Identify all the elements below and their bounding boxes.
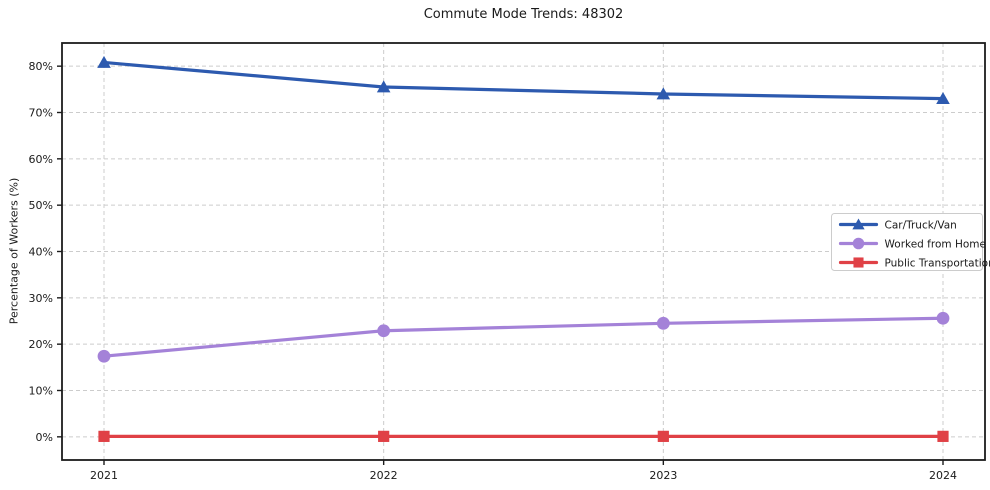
y-tick-label: 70% [29, 107, 53, 120]
series-car-truck-van [97, 55, 950, 104]
triangle-marker [656, 87, 671, 100]
circle-marker [656, 316, 670, 330]
chart-title: Commute Mode Trends: 48302 [423, 7, 624, 22]
series-worked-from-home [97, 311, 950, 363]
y-tick-label: 60% [29, 153, 53, 166]
square-marker [378, 430, 390, 442]
legend-item: Car/Truck/Van [838, 218, 957, 231]
x-tick-label: 2021 [90, 469, 118, 482]
x-tick-label: 2023 [649, 469, 677, 482]
triangle-marker [936, 92, 950, 104]
series-line-car-truck-van [102, 60, 945, 101]
square-marker [853, 257, 864, 268]
x-tick-label: 2022 [370, 469, 398, 482]
axes: 0% 10% 20% 30% 40% 50% 60% 70% 80% 2021 2022 2023 20… [29, 60, 957, 482]
y-tick-label: 80% [29, 60, 53, 73]
legend-label: Public Transportation [885, 257, 990, 269]
y-tick-label: 10% [29, 385, 53, 398]
square-marker [98, 430, 110, 442]
circle-marker [97, 349, 111, 363]
y-tick-label: 20% [29, 338, 53, 351]
circle-marker [852, 237, 865, 250]
series-line-worked-from-home [102, 316, 945, 358]
circle-marker [377, 324, 391, 338]
legend-box [831, 213, 983, 271]
series-public-transportation [98, 430, 949, 442]
legend: Car/Truck/Van Worked from Home Public Tran… [831, 213, 990, 271]
square-marker [657, 430, 669, 442]
legend-item: Worked from Home [838, 237, 986, 250]
square-marker [937, 430, 949, 442]
y-tick-label: 40% [29, 246, 53, 259]
triangle-marker [97, 55, 111, 68]
triangle-marker [852, 218, 865, 230]
y-tick-label: 30% [29, 292, 53, 305]
circle-marker [936, 311, 950, 325]
legend-label: Car/Truck/Van [885, 219, 957, 231]
triangle-marker [376, 80, 391, 93]
y-tick-label: 50% [29, 199, 53, 212]
legend-label: Worked from Home [885, 238, 986, 250]
legend-item: Public Transportation [838, 257, 990, 269]
x-tick-label: 2024 [929, 469, 957, 482]
y-tick-label: 0% [36, 431, 53, 444]
